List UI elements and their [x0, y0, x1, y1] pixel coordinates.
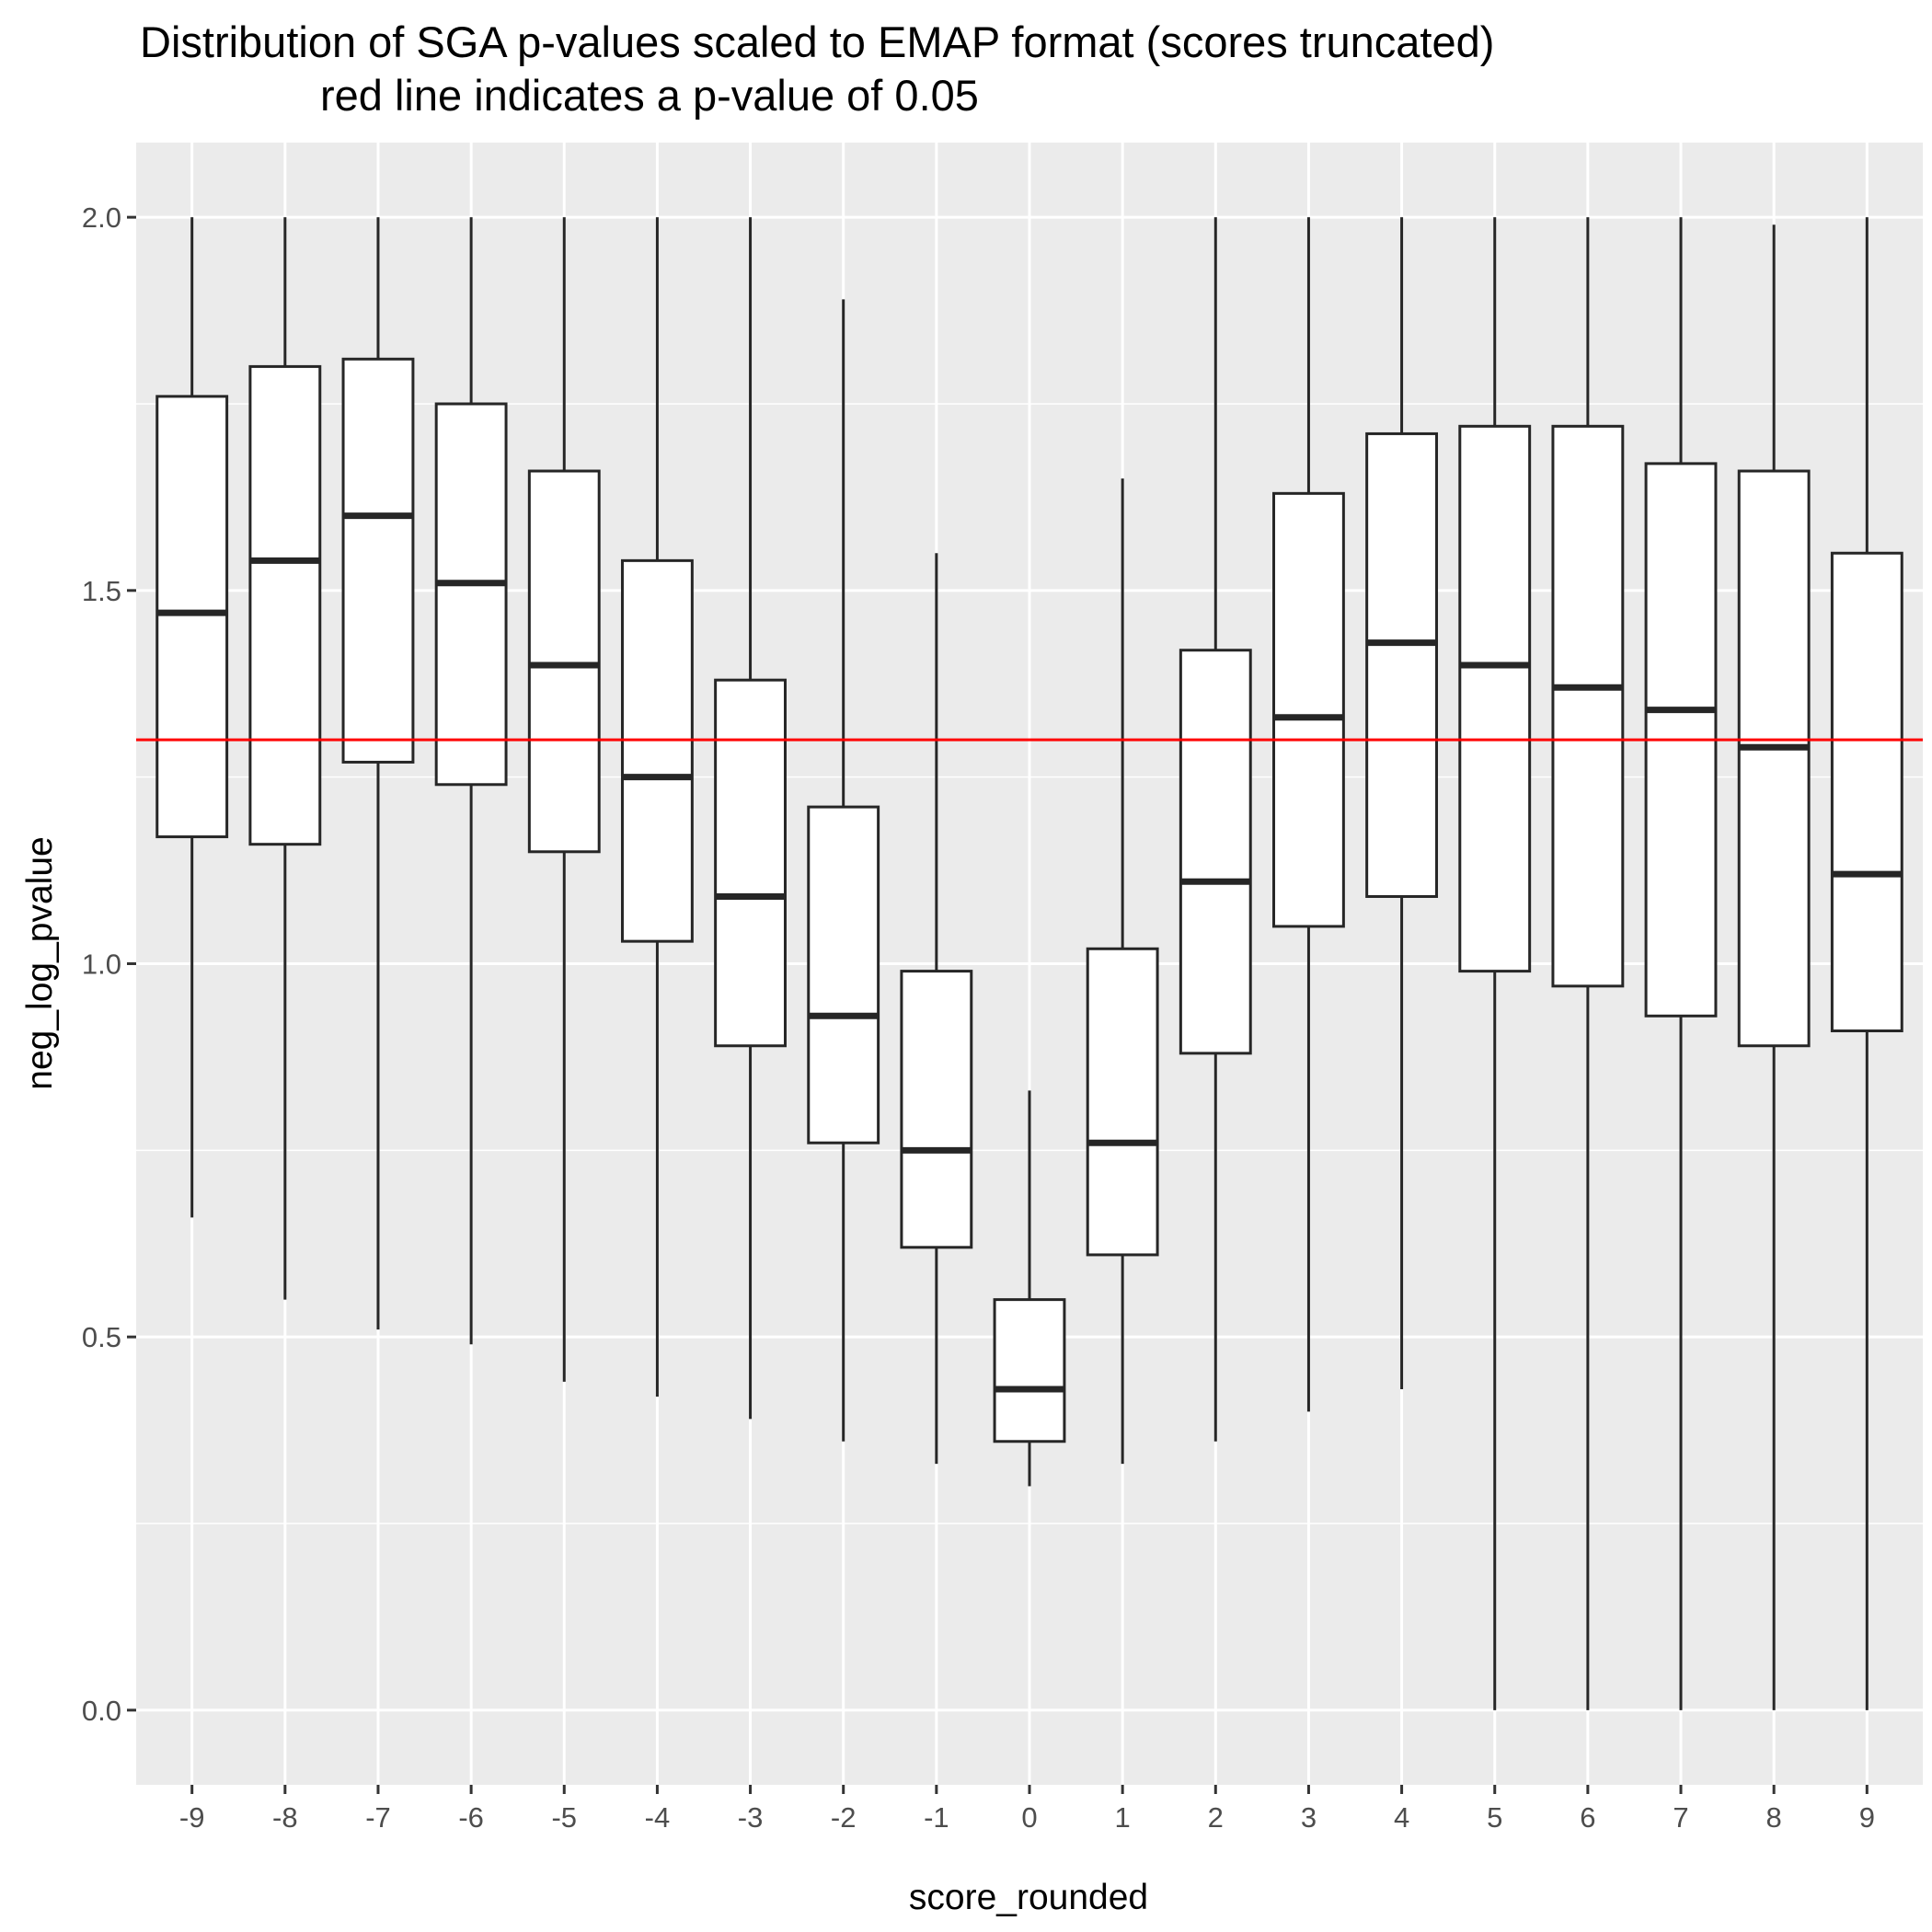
box-4 [1365, 217, 1439, 1389]
box-iqr [155, 395, 229, 839]
x-axis-title: score_rounded [909, 1878, 1148, 1917]
box-iqr [1551, 424, 1625, 988]
box-iqr [993, 1298, 1066, 1443]
box-iqr [1365, 431, 1439, 898]
box-iqr [341, 357, 415, 764]
x-tick-label: 8 [1766, 1801, 1782, 1834]
y-axis-title: neg_log_pvalue [20, 836, 60, 1089]
x-tick-label: -6 [458, 1801, 484, 1834]
box-2 [1179, 217, 1252, 1442]
x-tick-label: -1 [924, 1801, 949, 1834]
x-tick-label: 2 [1208, 1801, 1224, 1834]
box-iqr [434, 402, 508, 787]
box--4 [620, 217, 694, 1397]
box--2 [807, 299, 880, 1442]
box-iqr [620, 558, 694, 943]
chart-title: Distribution of SGA p-values scaled to E… [140, 17, 1494, 66]
box-1 [1086, 478, 1159, 1465]
box-8 [1737, 224, 1811, 1710]
x-tick-label: 1 [1115, 1801, 1131, 1834]
box-iqr [714, 678, 787, 1048]
chart-subtitle: red line indicates a p-value of 0.05 [320, 71, 979, 120]
box-iqr [248, 364, 322, 846]
y-tick-label: 0.5 [82, 1321, 121, 1353]
y-axis: 0.0 0.5 1.0 1.5 2.0 [82, 201, 136, 1727]
box-iqr [900, 970, 973, 1249]
box--6 [434, 217, 508, 1345]
x-tick-label: 9 [1859, 1801, 1875, 1834]
box--5 [527, 217, 601, 1382]
y-tick-label: 1.5 [82, 575, 121, 607]
x-tick-label: -3 [738, 1801, 764, 1834]
y-tick-label: 0.0 [82, 1695, 121, 1727]
box--8 [248, 217, 322, 1300]
x-tick-label: 3 [1301, 1801, 1317, 1834]
box-series [155, 217, 1903, 1710]
box-3 [1272, 217, 1345, 1412]
x-tick-label: -9 [179, 1801, 205, 1834]
x-tick-label: 6 [1580, 1801, 1595, 1834]
y-tick-label: 2.0 [82, 201, 121, 234]
box-0 [993, 1090, 1066, 1487]
box-iqr [1458, 424, 1532, 973]
box-iqr [1737, 469, 1811, 1048]
box-5 [1458, 217, 1532, 1710]
x-tick-label: -8 [272, 1801, 298, 1834]
box-iqr [1086, 947, 1159, 1257]
x-tick-label: 4 [1394, 1801, 1409, 1834]
x-tick-label: -5 [551, 1801, 577, 1834]
x-tick-label: -7 [365, 1801, 391, 1834]
x-axis: -9 -8 -7 -6 -5 -4 -3 -2 -1 0 1 2 3 4 5 6 7 8 9 [179, 1785, 1875, 1834]
box-iqr [1179, 649, 1252, 1055]
x-tick-label: 0 [1021, 1801, 1037, 1834]
box-9 [1830, 217, 1903, 1710]
box--9 [155, 217, 229, 1218]
box-6 [1551, 217, 1625, 1710]
y-tick-label: 1.0 [82, 949, 121, 981]
x-tick-label: 5 [1487, 1801, 1502, 1834]
box-iqr [1272, 491, 1345, 928]
x-tick-label: -2 [831, 1801, 857, 1834]
x-tick-label: 7 [1673, 1801, 1688, 1834]
box--7 [341, 217, 415, 1330]
box-iqr [807, 805, 880, 1144]
x-tick-label: -4 [645, 1801, 671, 1834]
box-iqr [527, 469, 601, 854]
box-iqr [1830, 551, 1903, 1033]
box--1 [900, 553, 973, 1465]
